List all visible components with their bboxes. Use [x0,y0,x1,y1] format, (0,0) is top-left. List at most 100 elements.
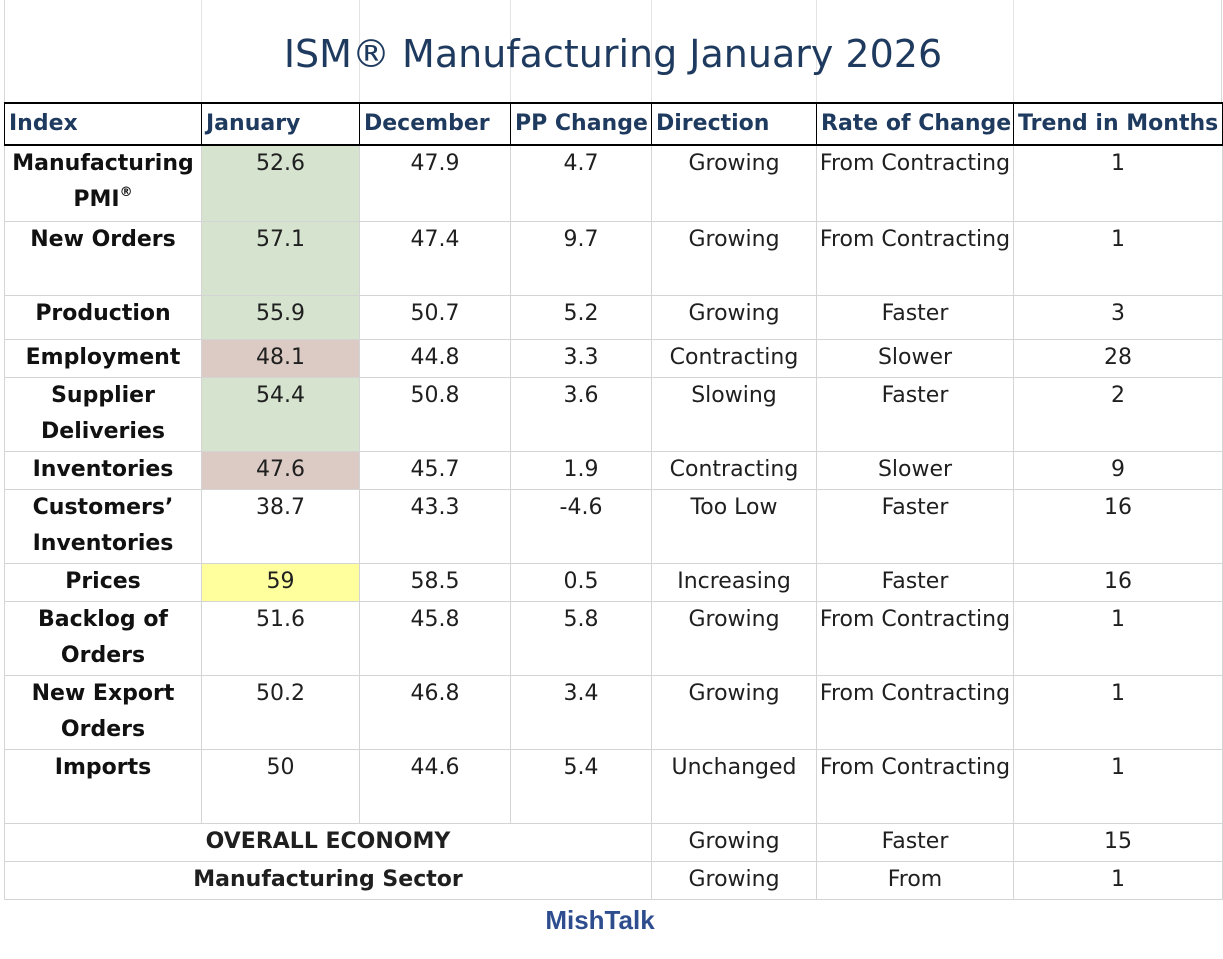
january-cell-text: 48.1 [256,344,305,370]
header-direction: Direction [651,102,817,146]
rate-of-change-cell-text: From Contracting [819,226,1011,252]
direction-cell-text: Unchanged [671,754,797,780]
direction-cell: Growing [651,600,817,676]
direction-cell: Too Low [651,488,817,564]
summary-label: OVERALL ECONOMY [4,822,652,862]
header-row: Index January December PP Change Directi… [4,102,1223,146]
direction-cell: Unchanged [651,748,817,824]
grid-line [1013,0,1014,102]
trend-cell-text: 2 [1111,382,1125,408]
trend-cell-text: 16 [1104,568,1132,594]
direction-cell-text: Too Low [690,494,778,520]
january-cell: 38.7 [201,488,360,564]
december-cell-text: 43.3 [410,494,460,520]
january-cell: 50.2 [201,674,360,750]
rate-of-change-cell-text: From Contracting [819,754,1011,780]
rate-of-change-cell-text: Faster [881,300,949,326]
grid-line [510,0,511,102]
header-trend: Trend in Months [1013,102,1223,146]
header-december: December [359,102,511,146]
summary-row: Manufacturing Sector Growing From 1 [4,860,1223,900]
header-january: January [201,102,360,146]
header-rate-of-change: Rate of Change [816,102,1014,146]
direction-cell-text: Slowing [691,382,777,408]
index-cell-text: New Export Orders [31,680,175,742]
december-cell: 45.8 [359,600,511,676]
trend-cell: 15 [1013,822,1223,862]
pp-change-cell: 5.4 [510,748,652,824]
pp-change-cell-text: 9.7 [563,226,599,252]
rate-of-change-cell: Faster [816,294,1014,340]
table-row: New Orders 57.1 47.4 9.7 Growing From Contrac… [4,220,1223,296]
rate-of-change-cell-text: From Contracting [819,606,1011,632]
index-cell: New Orders [4,220,202,296]
pp-change-cell-text: 3.6 [563,382,599,408]
pp-change-cell-text: 3.4 [563,680,599,706]
pp-change-cell-text: 5.2 [563,300,599,326]
january-cell: 50 [201,748,360,824]
index-cell: Backlog of Orders [4,600,202,676]
table-row: Supplier Deliveries 54.4 50.8 3.6 Slowing Fas… [4,376,1223,452]
index-cell-text: Production [35,300,171,326]
trend-cell: 1 [1013,674,1223,750]
index-cell-text: Backlog of Orders [37,606,169,668]
index-cell-text: Manufacturing PMI [12,151,194,212]
direction-cell-text: Growing [688,606,780,632]
december-cell-text: 47.9 [410,151,460,176]
direction-cell-text: Growing [688,226,780,252]
rate-of-change-cell-text: Faster [881,568,949,594]
direction-cell-text: Growing [688,151,780,176]
december-cell-text: 58.5 [410,568,460,594]
pp-change-cell: -4.6 [510,488,652,564]
direction-cell-text: Growing [688,300,780,326]
direction-cell: Growing [651,220,817,296]
pp-change-cell: 9.7 [510,220,652,296]
trend-cell-text: 1 [1111,606,1125,632]
pp-change-cell-text: 4.7 [563,151,599,176]
december-cell-text: 44.6 [410,754,460,780]
rate-of-change-cell: From Contracting [816,144,1014,222]
index-cell: Inventories [4,450,202,490]
index-cell-text: Customers’ Inventories [32,494,174,556]
direction-cell: Increasing [651,562,817,602]
trend-cell: 28 [1013,338,1223,378]
rate-of-change-cell: Faster [816,822,1014,862]
table-row: Backlog of Orders 51.6 45.8 5.8 Growing From … [4,600,1223,676]
index-cell: Imports [4,748,202,824]
trend-cell-text: 1 [1111,754,1125,780]
trend-cell: 3 [1013,294,1223,340]
rate-of-change-cell: From Contracting [816,748,1014,824]
pp-change-cell-text: -4.6 [559,494,603,520]
index-cell-text: Supplier Deliveries [41,382,165,444]
december-cell-text: 45.7 [410,456,460,482]
index-cell-text: Imports [54,754,152,780]
january-cell-text: 52.6 [256,151,305,176]
january-cell-text: 47.6 [256,456,305,482]
december-cell: 50.7 [359,294,511,340]
direction-cell: Growing [651,822,817,862]
direction-cell-text: Contracting [669,344,799,370]
december-cell: 43.3 [359,488,511,564]
index-cell-text: Prices [65,568,141,594]
pp-change-cell: 1.9 [510,450,652,490]
december-cell-text: 44.8 [410,344,460,370]
trend-cell: 1 [1013,600,1223,676]
table-row: Production 55.9 50.7 5.2 Growing Faster 3 [4,294,1223,340]
index-cell: Employment [4,338,202,378]
pp-change-cell: 3.6 [510,376,652,452]
pp-change-cell: 0.5 [510,562,652,602]
rate-of-change-cell: From Contracting [816,600,1014,676]
rate-of-change-cell: Faster [816,376,1014,452]
table-row: Imports 50 44.6 5.4 Unchanged From Contractin… [4,748,1223,824]
pp-change-cell-text: 5.4 [563,754,599,780]
table-row: Employment 48.1 44.8 3.3 Contracting Slower 28 [4,338,1223,378]
rate-of-change-cell-text: From Contracting [819,680,1011,706]
trend-cell: 1 [1013,860,1223,900]
trend-cell: 1 [1013,748,1223,824]
december-cell: 50.8 [359,376,511,452]
table-row: Customers’ Inventories 38.7 43.3 -4.6 Too Lo… [4,488,1223,564]
table-body: Manufacturing PMI® 52.6 47.9 4.7 Growing From… [4,144,1223,900]
december-cell: 47.9 [359,144,511,222]
grid-line [816,0,817,102]
january-cell-text: 54.4 [256,382,305,408]
